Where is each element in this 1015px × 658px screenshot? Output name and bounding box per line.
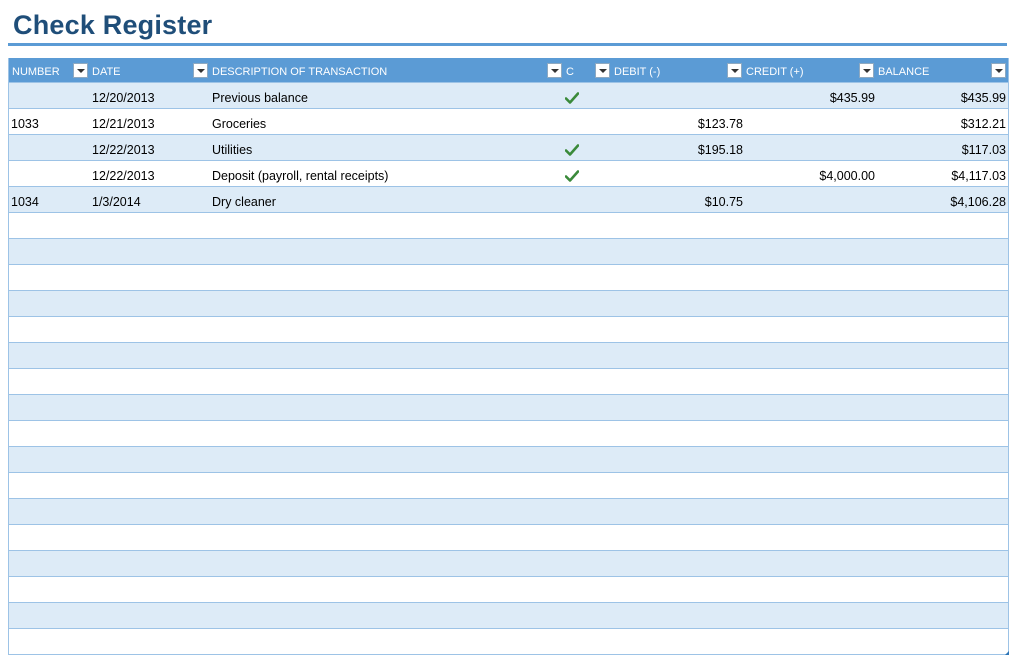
column-header-balance: BALANCE bbox=[878, 66, 930, 78]
cell-date[interactable]: 12/21/2013 bbox=[92, 117, 155, 131]
table-row[interactable] bbox=[9, 446, 1008, 472]
cell-date[interactable]: 12/20/2013 bbox=[92, 91, 155, 105]
cell-debit[interactable]: $195.18 bbox=[697, 143, 743, 157]
filter-dropdown-date-icon[interactable] bbox=[193, 63, 208, 78]
cell-cleared[interactable] bbox=[565, 161, 581, 186]
title-divider bbox=[8, 43, 1007, 46]
table-row[interactable] bbox=[9, 524, 1008, 550]
table-row[interactable] bbox=[9, 290, 1008, 316]
cell-cleared[interactable] bbox=[565, 213, 581, 238]
table-row[interactable] bbox=[9, 602, 1008, 628]
cell-cleared[interactable] bbox=[565, 83, 581, 108]
cell-cleared[interactable] bbox=[565, 109, 581, 134]
cell-description[interactable]: Groceries bbox=[212, 117, 267, 131]
cell-description[interactable]: Dry cleaner bbox=[212, 195, 276, 209]
cell-number[interactable]: 1033 bbox=[11, 117, 39, 131]
table-body: 12/20/2013 Previous balance $435.99 $435.99… bbox=[9, 82, 1008, 654]
cell-balance[interactable]: $312.21 bbox=[960, 117, 1006, 131]
column-header-number: NUMBER bbox=[12, 66, 60, 78]
table-row[interactable] bbox=[9, 316, 1008, 342]
table-row[interactable]: 1033 12/21/2013 Groceries $123.78 $312.21 bbox=[9, 108, 1008, 134]
filter-dropdown-number-icon[interactable] bbox=[73, 63, 88, 78]
cell-cleared[interactable] bbox=[565, 265, 581, 290]
cell-balance[interactable]: $4,106.28 bbox=[950, 195, 1006, 209]
cell-description[interactable]: Previous balance bbox=[212, 91, 308, 105]
cell-cleared[interactable] bbox=[565, 395, 581, 420]
cell-cleared[interactable] bbox=[565, 317, 581, 342]
filter-dropdown-debit-icon[interactable] bbox=[727, 63, 742, 78]
table-row[interactable]: 1034 1/3/2014 Dry cleaner $10.75 $4,106.28 bbox=[9, 186, 1008, 212]
cell-balance[interactable]: $4,117.03 bbox=[951, 169, 1006, 183]
column-header-debit: DEBIT (-) bbox=[614, 66, 661, 78]
checkmark-icon bbox=[565, 92, 579, 104]
table-row[interactable] bbox=[9, 212, 1008, 238]
cell-cleared[interactable] bbox=[565, 239, 581, 264]
cell-cleared[interactable] bbox=[565, 525, 581, 550]
cell-cleared[interactable] bbox=[565, 343, 581, 368]
checkmark-icon bbox=[565, 144, 579, 156]
cell-cleared[interactable] bbox=[565, 629, 581, 654]
table-row[interactable] bbox=[9, 628, 1008, 654]
cell-date[interactable]: 12/22/2013 bbox=[92, 143, 155, 157]
cell-cleared[interactable] bbox=[565, 135, 581, 160]
table-row[interactable] bbox=[9, 238, 1008, 264]
cell-cleared[interactable] bbox=[565, 291, 581, 316]
check-register-table: NUMBER DATE DESCRIPTION OF TRANSACTION C… bbox=[8, 58, 1009, 655]
cell-date[interactable]: 1/3/2014 bbox=[92, 195, 141, 209]
table-row[interactable] bbox=[9, 394, 1008, 420]
table-row[interactable] bbox=[9, 576, 1008, 602]
column-header-credit: CREDIT (+) bbox=[746, 66, 804, 78]
table-row[interactable] bbox=[9, 264, 1008, 290]
cell-cleared[interactable] bbox=[565, 473, 581, 498]
filter-dropdown-description-icon[interactable] bbox=[547, 63, 562, 78]
cell-cleared[interactable] bbox=[565, 187, 581, 212]
cell-description[interactable]: Deposit (payroll, rental receipts) bbox=[212, 169, 389, 183]
filter-dropdown-credit-icon[interactable] bbox=[859, 63, 874, 78]
table-row[interactable] bbox=[9, 498, 1008, 524]
table-row[interactable] bbox=[9, 472, 1008, 498]
cell-number[interactable]: 1034 bbox=[11, 195, 39, 209]
column-header-date: DATE bbox=[92, 66, 121, 78]
cell-description[interactable]: Utilities bbox=[212, 143, 253, 157]
cell-credit[interactable]: $435.99 bbox=[829, 91, 875, 105]
cell-balance[interactable]: $435.99 bbox=[960, 91, 1006, 105]
filter-dropdown-cleared-icon[interactable] bbox=[595, 63, 610, 78]
table-header-row: NUMBER DATE DESCRIPTION OF TRANSACTION C… bbox=[9, 58, 1008, 82]
cell-cleared[interactable] bbox=[565, 421, 581, 446]
cell-date[interactable]: 12/22/2013 bbox=[92, 169, 155, 183]
cell-credit[interactable]: $4,000.00 bbox=[819, 169, 875, 183]
cell-cleared[interactable] bbox=[565, 577, 581, 602]
checkmark-icon bbox=[565, 170, 579, 182]
cell-cleared[interactable] bbox=[565, 499, 581, 524]
table-row[interactable] bbox=[9, 368, 1008, 394]
cell-balance[interactable]: $117.03 bbox=[961, 143, 1006, 157]
cell-cleared[interactable] bbox=[565, 447, 581, 472]
table-row[interactable] bbox=[9, 550, 1008, 576]
table-row[interactable]: 12/22/2013 Deposit (payroll, rental recei… bbox=[9, 160, 1008, 186]
cell-debit[interactable]: $10.75 bbox=[704, 195, 743, 209]
column-header-cleared: C bbox=[566, 66, 574, 78]
table-row[interactable]: 12/22/2013 Utilities $195.18 $117.03 bbox=[9, 134, 1008, 160]
cell-debit[interactable]: $123.78 bbox=[697, 117, 743, 131]
table-row[interactable] bbox=[9, 420, 1008, 446]
column-header-description: DESCRIPTION OF TRANSACTION bbox=[212, 66, 388, 78]
cell-cleared[interactable] bbox=[565, 369, 581, 394]
cell-cleared[interactable] bbox=[565, 551, 581, 576]
filter-dropdown-balance-icon[interactable] bbox=[991, 63, 1006, 78]
cell-cleared[interactable] bbox=[565, 603, 581, 628]
table-row[interactable]: 12/20/2013 Previous balance $435.99 $435.99 bbox=[9, 82, 1008, 108]
page-title: Check Register bbox=[13, 10, 213, 40]
table-row[interactable] bbox=[9, 342, 1008, 368]
table-resize-handle-icon[interactable] bbox=[1005, 651, 1009, 655]
